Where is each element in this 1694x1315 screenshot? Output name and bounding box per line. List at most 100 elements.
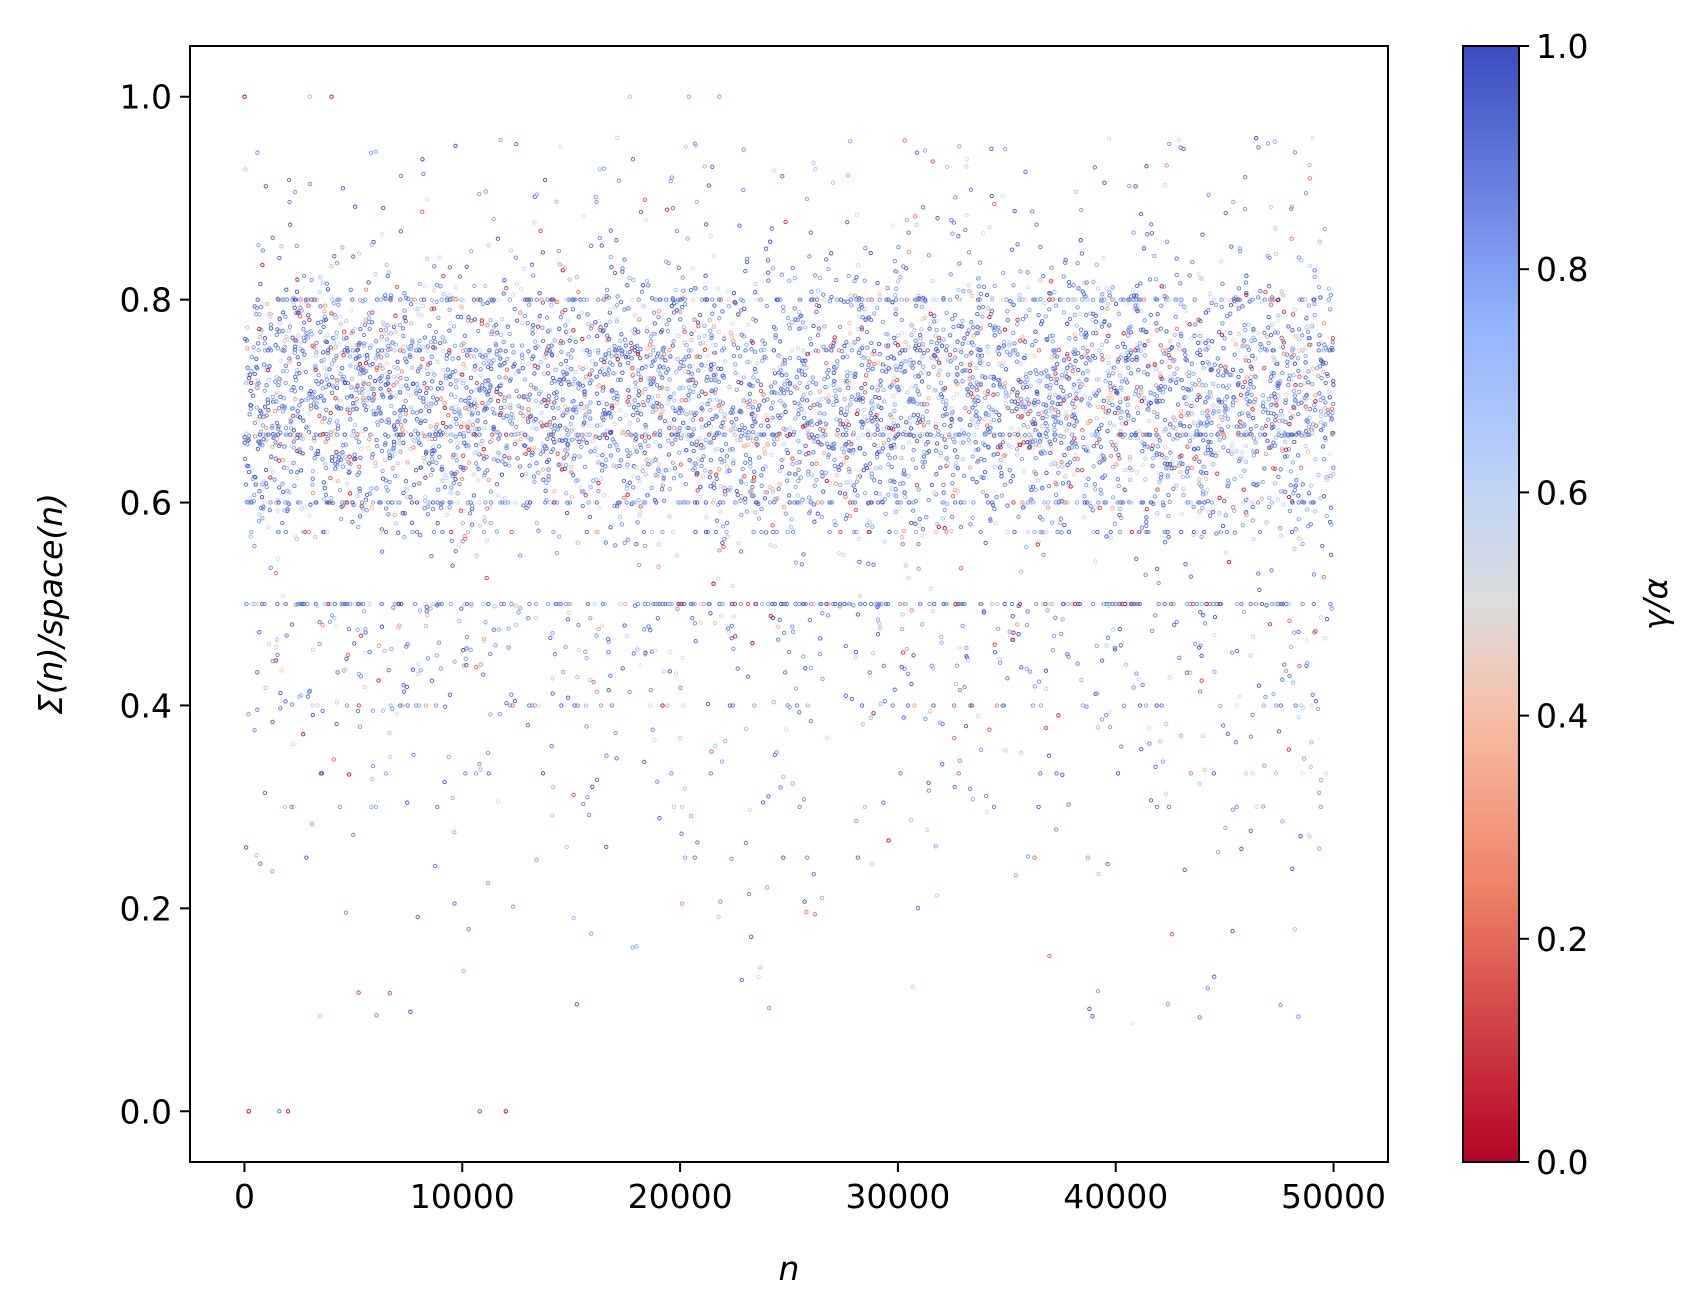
scatter-point bbox=[1050, 520, 1055, 525]
scatter-point bbox=[1231, 337, 1236, 342]
scatter-point bbox=[273, 408, 278, 414]
scatter-point bbox=[259, 410, 264, 415]
scatter-point bbox=[503, 348, 508, 354]
scatter-point bbox=[750, 383, 755, 389]
scatter-point bbox=[700, 474, 706, 479]
scatter-point bbox=[1037, 439, 1043, 444]
scatter-point bbox=[816, 326, 822, 331]
scatter-point bbox=[1007, 343, 1012, 348]
scatter-point bbox=[752, 349, 758, 355]
scatter-point bbox=[900, 542, 905, 547]
scatter-point bbox=[1174, 326, 1180, 332]
scatter-point bbox=[857, 593, 863, 598]
scatter-point bbox=[1192, 447, 1197, 452]
scatter-point bbox=[399, 369, 405, 374]
scatter-point bbox=[1175, 377, 1180, 382]
scatter-point bbox=[1141, 396, 1147, 401]
scatter-point bbox=[1154, 452, 1159, 458]
scatter-point bbox=[289, 443, 294, 449]
scatter-point bbox=[362, 343, 367, 348]
scatter-point bbox=[1297, 327, 1302, 332]
scatter-point bbox=[441, 291, 446, 297]
scatter-point bbox=[1318, 409, 1324, 414]
scatter-point bbox=[597, 383, 602, 388]
scatter-point bbox=[288, 420, 293, 425]
scatter-point bbox=[1206, 509, 1211, 514]
scatter-point bbox=[1161, 284, 1166, 289]
scatter-point bbox=[604, 428, 609, 433]
scatter-point bbox=[1048, 441, 1053, 447]
scatter-point bbox=[1111, 464, 1116, 470]
scatter-point bbox=[639, 366, 645, 371]
scatter-point bbox=[702, 323, 707, 328]
scatter-point bbox=[432, 372, 437, 377]
scatter-point bbox=[620, 352, 625, 357]
scatter-point bbox=[670, 206, 676, 211]
scatter-point bbox=[753, 510, 758, 515]
scatter-point bbox=[1167, 462, 1173, 467]
scatter-point bbox=[1283, 489, 1288, 494]
scatter-point bbox=[836, 465, 841, 470]
scatter-point bbox=[614, 390, 619, 396]
scatter-point bbox=[971, 325, 976, 330]
scatter-point bbox=[1182, 304, 1187, 309]
scatter-point bbox=[976, 398, 981, 404]
scatter-point bbox=[711, 435, 716, 441]
scatter-point bbox=[638, 504, 643, 509]
scatter-point bbox=[464, 385, 469, 390]
scatter-point bbox=[944, 310, 949, 315]
scatter-point bbox=[781, 505, 787, 510]
scatter-point bbox=[1285, 454, 1290, 459]
scatter-point bbox=[896, 244, 901, 250]
scatter-point bbox=[1019, 569, 1024, 574]
scatter-point bbox=[886, 437, 891, 442]
scatter-point bbox=[740, 466, 745, 472]
scatter-point bbox=[1248, 381, 1253, 387]
scatter-point bbox=[325, 287, 331, 292]
scatter-point bbox=[708, 368, 713, 373]
scatter-point bbox=[352, 452, 357, 457]
scatter-point bbox=[983, 375, 988, 380]
scatter-point bbox=[679, 398, 684, 403]
scatter-point bbox=[1189, 411, 1195, 416]
scatter-point bbox=[1227, 372, 1233, 377]
scatter-point bbox=[709, 363, 714, 368]
scatter-point bbox=[266, 525, 271, 530]
scatter-point bbox=[328, 430, 333, 435]
scatter-point bbox=[954, 456, 959, 461]
scatter-point bbox=[1196, 392, 1201, 398]
scatter-point bbox=[752, 366, 758, 372]
scatter-point bbox=[721, 544, 726, 549]
scatter-point bbox=[544, 459, 550, 465]
scatter-point bbox=[1060, 464, 1065, 469]
scatter-point bbox=[727, 487, 732, 493]
scatter-point bbox=[697, 436, 702, 441]
scatter-point bbox=[841, 299, 847, 304]
scatter-point bbox=[971, 421, 976, 426]
scatter-point bbox=[442, 405, 447, 411]
scatter-point bbox=[1134, 355, 1139, 360]
scatter-point bbox=[429, 451, 435, 457]
scatter-point bbox=[895, 384, 900, 389]
scatter-point bbox=[463, 398, 468, 403]
scatter-point bbox=[481, 447, 486, 452]
scatter-point bbox=[1072, 404, 1077, 410]
scatter-point bbox=[1291, 404, 1296, 410]
scatter-point bbox=[1209, 300, 1214, 306]
scatter-point bbox=[330, 375, 335, 380]
scatter-point bbox=[693, 380, 699, 386]
scatter-point bbox=[1090, 317, 1095, 322]
scatter-point bbox=[1297, 389, 1302, 394]
scatter-point bbox=[1223, 413, 1228, 418]
scatter-point bbox=[1083, 335, 1088, 340]
scatter-point bbox=[319, 379, 324, 384]
scatter-point bbox=[382, 457, 387, 463]
scatter-point bbox=[458, 413, 463, 418]
scatter-point bbox=[857, 446, 863, 451]
scatter-point bbox=[1287, 508, 1293, 514]
scatter-point bbox=[260, 443, 265, 448]
scatter-point bbox=[500, 459, 505, 464]
scatter-point bbox=[1288, 415, 1293, 420]
scatter-point bbox=[875, 423, 880, 428]
scatter-point bbox=[297, 403, 302, 408]
